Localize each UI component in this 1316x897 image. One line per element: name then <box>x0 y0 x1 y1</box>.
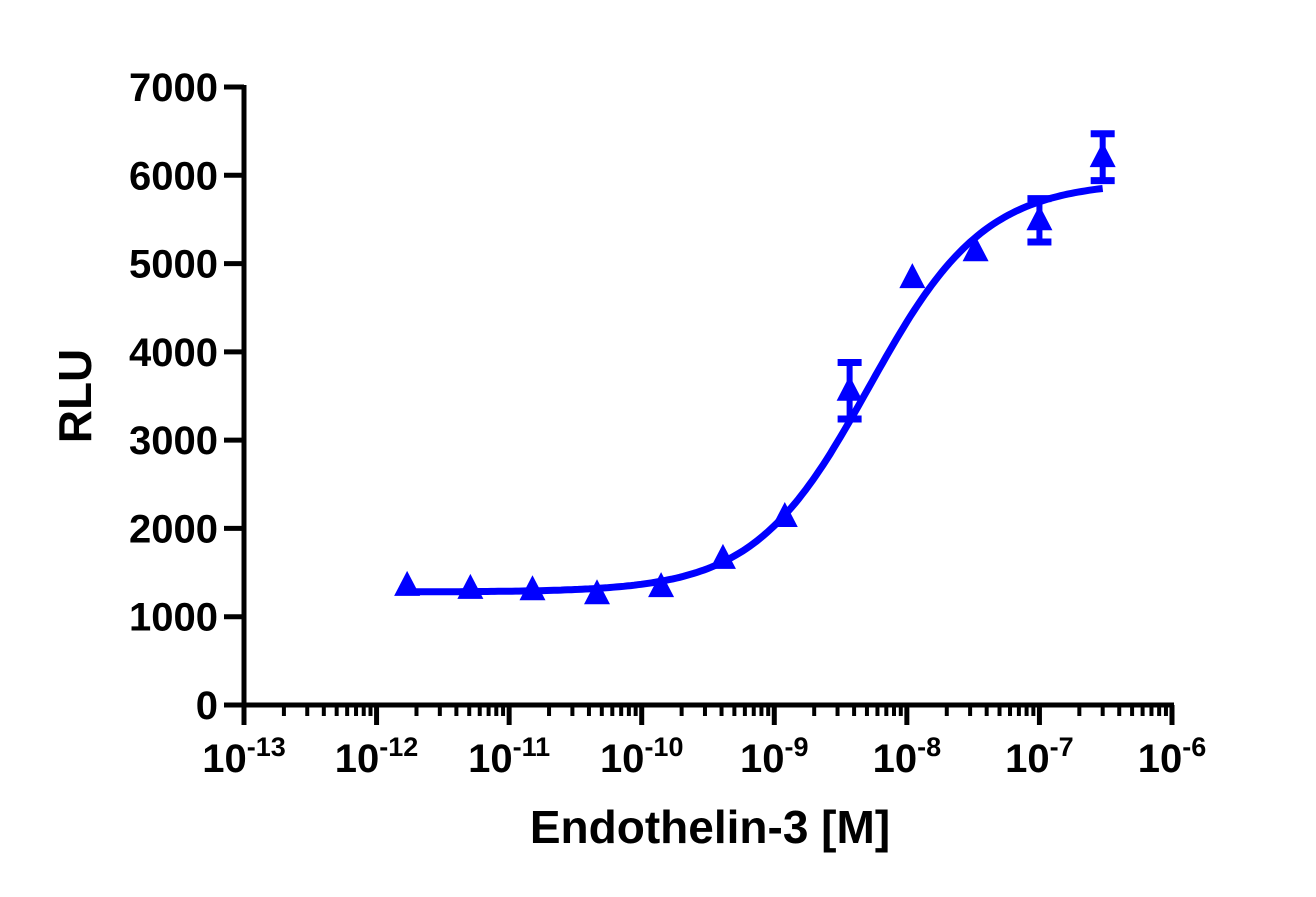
data-point <box>519 575 546 601</box>
data-point <box>899 263 926 289</box>
data-point <box>962 236 989 262</box>
x-tick-base: 10 <box>873 737 918 781</box>
x-tick-base: 10 <box>1005 737 1050 781</box>
y-tick-label: 0 <box>196 684 218 728</box>
x-tick-exponent: -11 <box>513 732 551 762</box>
x-tick-exponent: -10 <box>644 732 683 762</box>
data-point <box>771 501 798 527</box>
x-tick-label: 10-12 <box>335 732 419 781</box>
x-tick-exponent: -13 <box>247 732 286 762</box>
y-tick-label: 7000 <box>129 66 218 110</box>
fit-curve <box>403 185 1104 596</box>
y-tick-label: 6000 <box>129 154 218 198</box>
data-point <box>1089 142 1116 168</box>
y-tick-label: 3000 <box>129 419 218 463</box>
y-axis-title: RLU <box>49 349 101 444</box>
x-axis-title: Endothelin-3 [M] <box>530 801 890 853</box>
y-tick-label: 2000 <box>129 507 218 551</box>
data-point <box>457 573 484 599</box>
x-tick-label: 10-9 <box>740 732 809 781</box>
y-tick-label: 1000 <box>129 596 218 640</box>
x-tick-exponent: -6 <box>1182 732 1206 762</box>
x-tick-label: 10-10 <box>600 732 684 781</box>
data-point <box>709 543 736 569</box>
x-tick-exponent: -12 <box>379 732 418 762</box>
x-tick-exponent: -9 <box>785 732 809 762</box>
x-tick-base: 10 <box>335 737 380 781</box>
x-tick-base: 10 <box>468 737 513 781</box>
x-tick-base: 10 <box>600 737 645 781</box>
y-tick-label: 5000 <box>129 243 218 287</box>
data-point <box>584 579 611 605</box>
x-tick-label: 10-6 <box>1138 732 1207 781</box>
x-tick-label: 10-11 <box>468 732 550 781</box>
x-tick-label: 10-13 <box>202 732 286 781</box>
y-tick-label: 4000 <box>129 331 218 375</box>
data-point <box>648 572 675 598</box>
data-point <box>836 375 863 401</box>
x-tick-base: 10 <box>202 737 247 781</box>
data-point <box>1026 205 1053 231</box>
x-tick-exponent: -8 <box>917 732 941 762</box>
x-tick-exponent: -7 <box>1050 732 1074 762</box>
x-tick-base: 10 <box>1138 737 1183 781</box>
x-tick-label: 10-8 <box>873 732 942 781</box>
x-tick-label: 10-7 <box>1005 732 1074 781</box>
data-point <box>394 570 421 596</box>
x-tick-base: 10 <box>740 737 785 781</box>
